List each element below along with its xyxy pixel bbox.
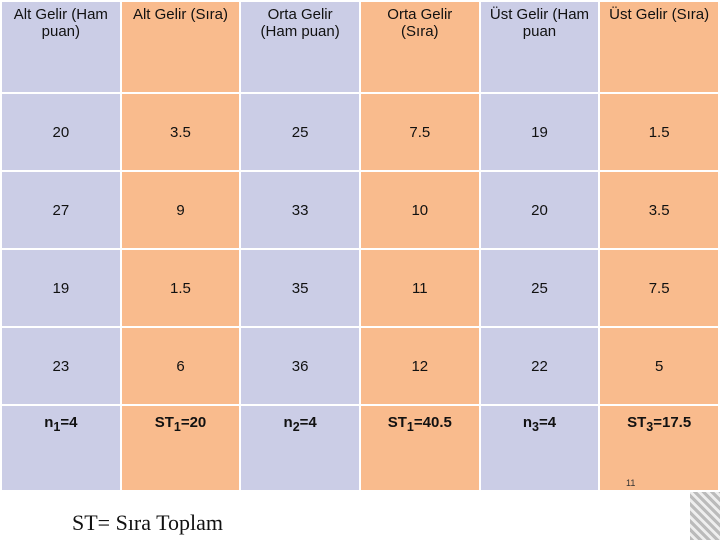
- totals-cell: ST1=40.5: [358, 404, 481, 492]
- totals-rest: =4: [538, 414, 557, 431]
- totals-rest: =40.5: [413, 414, 452, 431]
- data-row: 27 9 33 10 20 3.5: [0, 170, 720, 250]
- data-cell: 25: [239, 92, 361, 172]
- page-number: 11: [626, 478, 636, 488]
- corner-decoration: [690, 492, 720, 540]
- header-cell: Alt Gelir (Ham puan): [0, 0, 122, 94]
- totals-subscript: 1: [173, 420, 181, 434]
- data-cell: 27: [0, 170, 122, 250]
- header-cell: Alt Gelir (Sıra): [119, 0, 242, 94]
- data-cell: 3.5: [598, 170, 720, 250]
- data-cell: 9: [119, 170, 242, 250]
- totals-cell: n1=4: [0, 404, 122, 492]
- data-row: 20 3.5 25 7.5 19 1.5: [0, 92, 720, 172]
- data-cell: 12: [358, 326, 481, 406]
- data-cell: 19: [0, 248, 122, 328]
- data-cell: 7.5: [598, 248, 720, 328]
- header-cell: Üst Gelir (Ham puan: [478, 0, 601, 94]
- data-cell: 7.5: [358, 92, 481, 172]
- data-cell: 35: [239, 248, 361, 328]
- data-cell: 20: [0, 92, 122, 172]
- data-cell: 22: [478, 326, 601, 406]
- data-cell: 1.5: [119, 248, 242, 328]
- totals-row: n1=4 ST1=20 n2=4 ST1=40.5 n3=4 ST3=17.5: [0, 404, 720, 492]
- data-cell: 6: [119, 326, 242, 406]
- totals-base: n: [44, 414, 54, 431]
- totals-rest: =17.5: [653, 414, 692, 431]
- data-cell: 5: [598, 326, 720, 406]
- header-row: Alt Gelir (Ham puan) Alt Gelir (Sıra) Orta…: [0, 0, 720, 94]
- totals-subscript: 1: [406, 420, 414, 434]
- header-cell: Orta Gelir (Sıra): [358, 0, 481, 94]
- totals-base: ST: [627, 414, 647, 431]
- data-cell: 3.5: [119, 92, 242, 172]
- header-cell: Üst Gelir (Sıra): [598, 0, 720, 94]
- data-cell: 11: [358, 248, 481, 328]
- totals-subscript: 3: [646, 420, 654, 434]
- totals-base: n: [522, 414, 532, 431]
- totals-cell: ST3=17.5: [598, 404, 720, 492]
- totals-base: ST: [154, 414, 174, 431]
- totals-subscript: 1: [53, 420, 61, 434]
- data-cell: 36: [239, 326, 361, 406]
- totals-subscript: 3: [532, 420, 539, 434]
- data-row: 23 6 36 12 22 5: [0, 326, 720, 406]
- header-cell: Orta Gelir (Ham puan): [239, 0, 361, 94]
- data-cell: 20: [478, 170, 601, 250]
- footer-note: ST= Sıra Toplam: [72, 510, 224, 535]
- rank-table: Alt Gelir (Ham puan) Alt Gelir (Sıra) Orta…: [0, 0, 720, 492]
- data-cell: 1.5: [598, 92, 720, 172]
- totals-base: n: [283, 414, 293, 431]
- totals-base: ST: [387, 414, 407, 431]
- data-row: 19 1.5 35 11 25 7.5: [0, 248, 720, 328]
- data-cell: 10: [358, 170, 481, 250]
- totals-rest: =4: [60, 414, 78, 431]
- data-cell: 23: [0, 326, 122, 406]
- totals-cell: ST1=20: [119, 404, 242, 492]
- totals-rest: =20: [180, 414, 207, 431]
- data-cell: 33: [239, 170, 361, 250]
- totals-cell: n2=4: [239, 404, 361, 492]
- data-cell: 19: [478, 92, 601, 172]
- totals-subscript: 2: [292, 420, 300, 434]
- totals-cell: n3=4: [478, 404, 601, 492]
- data-cell: 25: [478, 248, 601, 328]
- totals-rest: =4: [299, 414, 317, 431]
